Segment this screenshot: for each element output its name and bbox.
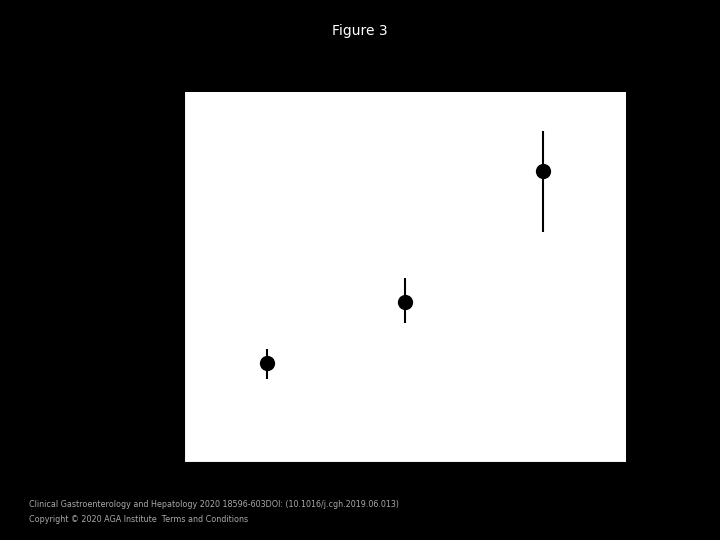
Text: Figure 3: Figure 3 <box>332 24 388 38</box>
Text: Clinical Gastroenterology and Hepatology 2020 18596-603DOI: (10.1016/j.cgh.2019.: Clinical Gastroenterology and Hepatology… <box>29 500 399 509</box>
Text: Copyright © 2020 AGA Institute  Terms and Conditions: Copyright © 2020 AGA Institute Terms and… <box>29 515 248 524</box>
Y-axis label: CD prevalence (percent): CD prevalence (percent) <box>130 172 145 381</box>
